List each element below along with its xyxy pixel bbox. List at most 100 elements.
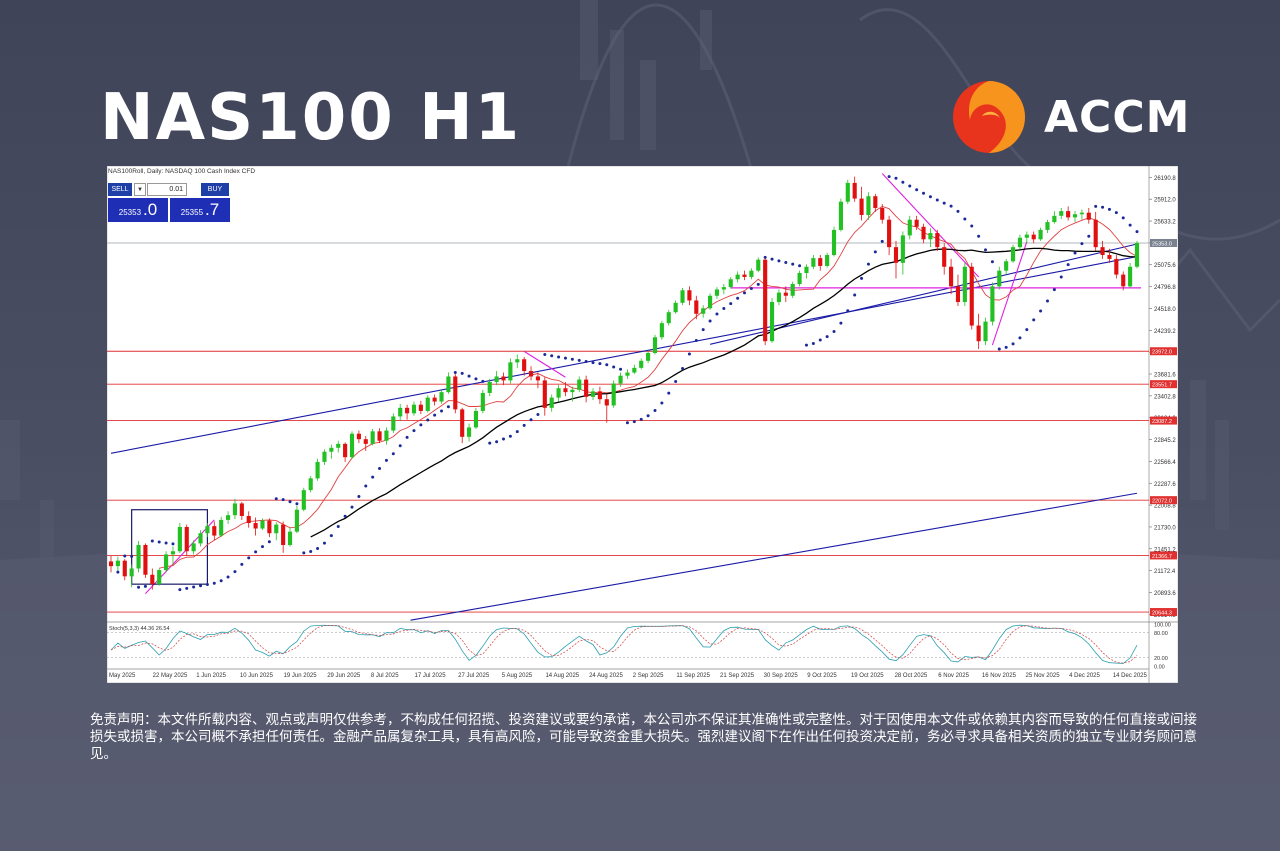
candle-body: [825, 254, 830, 266]
candle-body: [714, 289, 720, 296]
candle-body: [1121, 274, 1126, 287]
psar-dot: [1101, 205, 1105, 209]
x-tick-label: 24 Aug 2025: [589, 673, 623, 679]
x-tick-label: 30 Sep 2025: [764, 673, 799, 679]
candle-body: [611, 383, 616, 406]
psar-dot: [619, 367, 623, 371]
candle-body: [914, 219, 919, 227]
candle-body: [928, 233, 933, 240]
psar-dot: [440, 409, 444, 413]
psar-dot: [515, 430, 519, 434]
x-tick-label: 9 Oct 2025: [807, 673, 837, 679]
candle-body: [577, 379, 582, 390]
candle-body: [343, 443, 348, 458]
psar-dot: [1059, 275, 1063, 279]
psar-dot: [818, 338, 822, 342]
psar-dot: [302, 551, 306, 555]
x-tick-label: 11 Sep 2025: [676, 673, 710, 679]
candle-body: [370, 431, 375, 444]
candle-body: [425, 397, 430, 411]
y-tick-label: 25633.2: [1154, 220, 1176, 226]
candle-body: [301, 490, 306, 510]
candle-body: [666, 312, 671, 324]
psar-dot: [1025, 328, 1029, 332]
x-tick-label: 1 Jun 2025: [196, 673, 226, 679]
psar-dot: [295, 502, 299, 506]
psar-dot: [1011, 342, 1015, 346]
psar-dot: [1045, 299, 1049, 303]
candle-body: [742, 274, 747, 277]
x-tick-label: 14 Aug 2025: [545, 673, 579, 679]
y-tick-label: 22008.8: [1154, 504, 1176, 510]
candle-body: [494, 376, 499, 382]
psar-dot: [350, 505, 354, 509]
psar-dot: [908, 184, 912, 188]
candle-body: [205, 526, 210, 534]
psar-dot: [481, 379, 485, 383]
psar-dot: [887, 175, 891, 179]
disclaimer-text: 免责声明：本文件所载内容、观点或声明仅供参考，不构成任何招揽、投资建议或要约承诺…: [90, 712, 1197, 762]
candle-body: [1128, 266, 1133, 287]
psar-dot: [639, 417, 643, 421]
candle-body: [294, 509, 299, 532]
psar-dot: [811, 342, 815, 346]
psar-dot: [922, 191, 926, 195]
psar-dot: [839, 321, 843, 325]
psar-dot: [605, 363, 609, 367]
y-tick-label: 22566.4: [1154, 460, 1176, 466]
buy-price[interactable]: 25355.7: [170, 198, 230, 222]
candle-body: [150, 574, 155, 585]
psar-dot: [460, 371, 464, 375]
candle-body: [460, 409, 465, 437]
candle-body: [535, 376, 540, 381]
psar-dot: [1121, 216, 1125, 220]
lot-size-input[interactable]: 0.01: [147, 183, 187, 196]
level-price-label: 23551.7: [1152, 383, 1172, 389]
stoch-axis-label: 80.00: [1154, 631, 1168, 637]
x-tick-label: 16 Nov 2025: [982, 673, 1017, 679]
psar-dot: [391, 452, 395, 456]
candle-body: [1004, 261, 1009, 271]
candle-body: [219, 519, 224, 536]
candle-body: [900, 235, 905, 263]
candle-body: [584, 379, 589, 397]
x-tick-label: 22 May 2025: [153, 673, 188, 679]
psar-dot: [942, 201, 946, 205]
candle-body: [239, 503, 244, 516]
candle-body: [1114, 258, 1119, 275]
pattern-line-magenta: [881, 173, 980, 278]
candle-body: [281, 524, 286, 545]
candle-body: [391, 416, 396, 431]
psar-dot: [254, 550, 258, 554]
psar-dot: [577, 358, 581, 362]
psar-dot: [674, 379, 678, 383]
psar-dot: [832, 330, 836, 334]
candle-body: [921, 226, 926, 240]
sell-button[interactable]: SELL: [108, 183, 132, 196]
candle-body: [949, 266, 954, 287]
chart-canvas[interactable]: 26190.825912.025633.225354.425075.624796…: [107, 166, 1178, 683]
sell-price[interactable]: 25353.0: [108, 198, 168, 222]
lot-dropdown-icon[interactable]: ▼: [134, 183, 146, 196]
candle-body: [177, 526, 182, 552]
psar-dot: [708, 319, 712, 323]
candle-body: [708, 295, 713, 309]
candle-body: [542, 380, 547, 408]
psar-dot: [226, 575, 230, 579]
y-tick-label: 21451.2: [1154, 547, 1176, 553]
price-chart[interactable]: 26190.825912.025633.225354.425075.624796…: [107, 166, 1178, 683]
chart-background: [107, 166, 1178, 683]
candle-body: [845, 182, 850, 202]
psar-dot: [212, 581, 216, 585]
buy-price-big: .7: [205, 200, 220, 219]
current-price-tag: [1150, 239, 1177, 248]
psar-dot: [357, 495, 361, 499]
candle-body: [632, 367, 637, 373]
candle-body: [1093, 219, 1098, 248]
level-price-label: 23972.0: [1152, 350, 1172, 356]
buy-button[interactable]: BUY: [201, 183, 229, 196]
x-tick-label: 14 Dec 2025: [1113, 673, 1148, 679]
candle-body: [274, 524, 279, 534]
x-tick-label: 5 Aug 2025: [502, 673, 533, 679]
x-tick-label: 29 Jun 2025: [327, 673, 361, 679]
